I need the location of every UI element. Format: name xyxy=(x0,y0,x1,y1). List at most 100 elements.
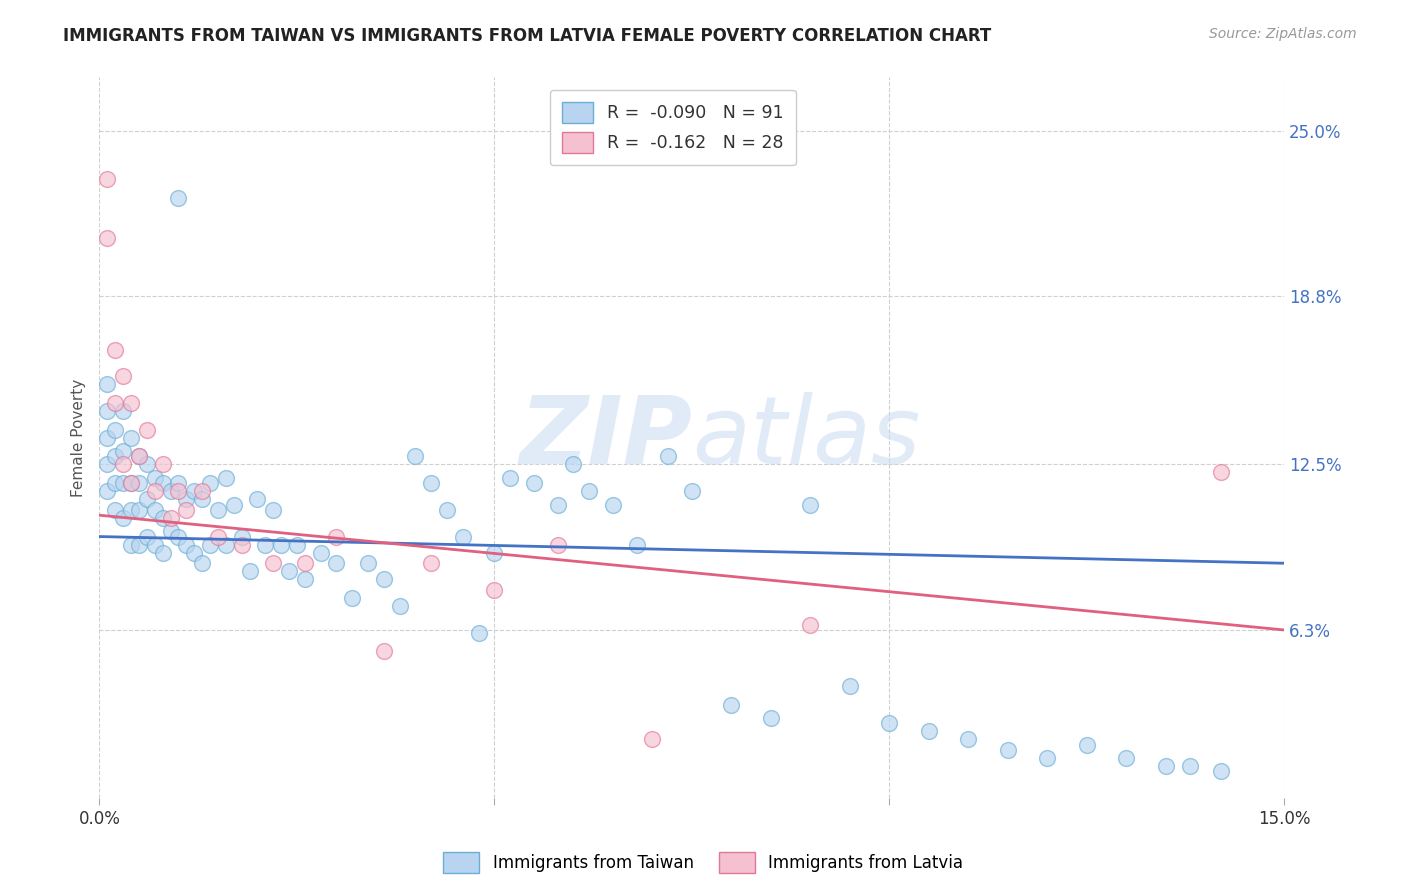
Point xyxy=(167,476,190,491)
Text: atlas: atlas xyxy=(692,392,920,483)
Point xyxy=(96,377,118,392)
Point xyxy=(254,537,277,551)
Point xyxy=(135,423,157,437)
Point xyxy=(183,545,205,559)
Point xyxy=(222,498,245,512)
Point xyxy=(128,450,150,464)
Legend: Immigrants from Taiwan, Immigrants from Latvia: Immigrants from Taiwan, Immigrants from … xyxy=(436,846,970,880)
Point xyxy=(499,471,522,485)
Point xyxy=(112,369,135,384)
Point xyxy=(436,503,458,517)
Point xyxy=(1209,764,1232,779)
Point xyxy=(159,524,181,539)
Point xyxy=(207,530,229,544)
Point xyxy=(357,556,380,570)
Point xyxy=(152,545,174,559)
Point xyxy=(451,530,474,544)
Point xyxy=(997,743,1019,757)
Point xyxy=(879,716,901,731)
Point xyxy=(547,537,569,551)
Point xyxy=(562,458,585,472)
Point xyxy=(96,458,118,472)
Point xyxy=(167,190,190,204)
Point xyxy=(128,450,150,464)
Point xyxy=(262,556,284,570)
Point xyxy=(143,503,166,517)
Text: Source: ZipAtlas.com: Source: ZipAtlas.com xyxy=(1209,27,1357,41)
Point xyxy=(112,476,135,491)
Point xyxy=(484,582,506,597)
Point xyxy=(270,537,292,551)
Point xyxy=(120,476,142,491)
Point xyxy=(167,530,190,544)
Point xyxy=(799,498,821,512)
Point xyxy=(167,484,190,499)
Point xyxy=(467,625,489,640)
Point xyxy=(720,698,742,712)
Point xyxy=(681,484,703,499)
Point xyxy=(198,476,221,491)
Point xyxy=(191,556,214,570)
Point xyxy=(96,230,118,244)
Point xyxy=(104,343,127,357)
Point xyxy=(238,564,260,578)
Point xyxy=(547,498,569,512)
Point xyxy=(404,450,426,464)
Point xyxy=(104,450,127,464)
Point xyxy=(120,431,142,445)
Point xyxy=(96,172,118,186)
Point xyxy=(657,450,679,464)
Point xyxy=(198,537,221,551)
Point xyxy=(120,396,142,410)
Point xyxy=(128,503,150,517)
Point xyxy=(294,572,316,586)
Point xyxy=(278,564,301,578)
Point xyxy=(262,503,284,517)
Point xyxy=(112,444,135,458)
Point xyxy=(120,503,142,517)
Y-axis label: Female Poverty: Female Poverty xyxy=(72,379,86,497)
Text: ZIP: ZIP xyxy=(519,392,692,483)
Point xyxy=(342,591,364,605)
Point xyxy=(1076,738,1098,752)
Point xyxy=(112,458,135,472)
Legend: R =  -0.090   N = 91, R =  -0.162   N = 28: R = -0.090 N = 91, R = -0.162 N = 28 xyxy=(550,90,796,165)
Point xyxy=(523,476,546,491)
Point xyxy=(420,476,443,491)
Point xyxy=(112,511,135,525)
Point xyxy=(918,724,941,739)
Point xyxy=(1154,759,1177,773)
Point xyxy=(759,711,782,725)
Point xyxy=(294,556,316,570)
Point xyxy=(207,503,229,517)
Point xyxy=(143,537,166,551)
Point xyxy=(104,503,127,517)
Point xyxy=(191,492,214,507)
Point xyxy=(246,492,269,507)
Point xyxy=(325,556,347,570)
Point xyxy=(135,458,157,472)
Point xyxy=(231,537,253,551)
Point xyxy=(484,545,506,559)
Point xyxy=(96,431,118,445)
Point xyxy=(1036,751,1059,765)
Point xyxy=(104,396,127,410)
Text: IMMIGRANTS FROM TAIWAN VS IMMIGRANTS FROM LATVIA FEMALE POVERTY CORRELATION CHAR: IMMIGRANTS FROM TAIWAN VS IMMIGRANTS FRO… xyxy=(63,27,991,45)
Point xyxy=(373,644,395,658)
Point xyxy=(152,476,174,491)
Point xyxy=(135,492,157,507)
Point xyxy=(159,484,181,499)
Point xyxy=(578,484,600,499)
Point xyxy=(799,617,821,632)
Point xyxy=(641,732,664,747)
Point xyxy=(143,484,166,499)
Point xyxy=(1209,466,1232,480)
Point xyxy=(373,572,395,586)
Point xyxy=(388,599,411,613)
Point xyxy=(104,423,127,437)
Point xyxy=(1115,751,1137,765)
Point xyxy=(176,503,198,517)
Point xyxy=(838,679,860,693)
Point xyxy=(120,537,142,551)
Point xyxy=(183,484,205,499)
